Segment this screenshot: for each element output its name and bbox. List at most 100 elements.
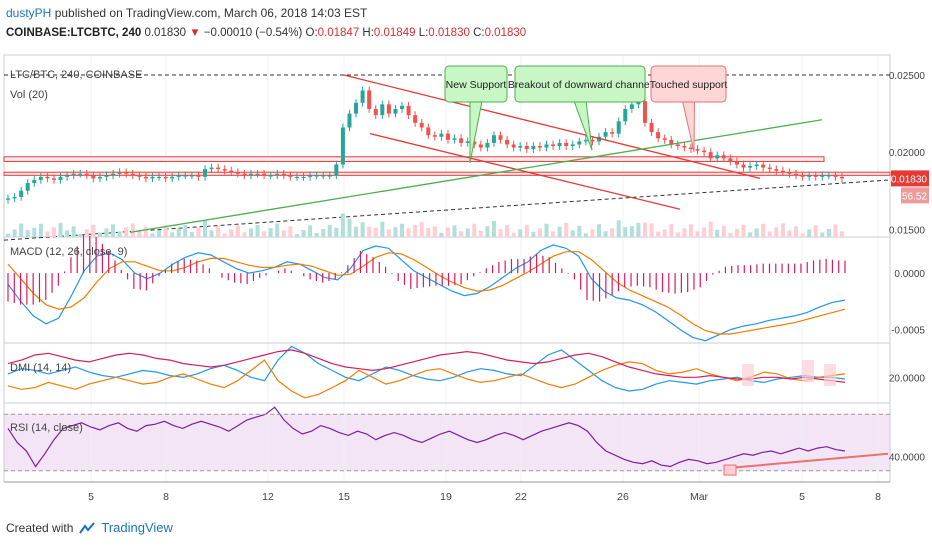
volume-bar (820, 232, 825, 237)
candle-body (498, 135, 503, 140)
volume-bar (577, 225, 582, 237)
candle-body (524, 146, 529, 150)
volume-tag-bg (901, 187, 929, 204)
open-label: O: (305, 27, 318, 39)
candle-body (807, 175, 812, 177)
candle-body (452, 138, 457, 140)
volume-bar (610, 228, 615, 237)
candle-body (189, 175, 194, 177)
rsi-band (4, 414, 890, 471)
volume-bar (117, 231, 122, 237)
volume-bar (216, 226, 221, 237)
candle-body (636, 101, 641, 105)
candle-body (629, 104, 634, 109)
volume-bar (813, 225, 818, 237)
volume-bar (203, 221, 208, 237)
candle-body (570, 144, 575, 146)
candle-body (97, 176, 102, 179)
highlight-box (742, 364, 754, 386)
down-arrow-icon: ▼ (189, 27, 201, 39)
support-zone (3, 171, 891, 176)
highlight-box (802, 360, 814, 382)
candle-body (688, 147, 693, 150)
candle-body (787, 172, 792, 174)
volume-bar (452, 225, 457, 237)
trend-dashed-line (3, 179, 891, 241)
tradingview-brand-link[interactable]: TradingView (101, 520, 173, 535)
candle-body (623, 108, 628, 122)
callout-box (514, 65, 646, 103)
x-tick-label: 5 (799, 491, 805, 503)
volume-bar (367, 226, 372, 237)
volume-bar (321, 229, 326, 237)
candle-body (695, 149, 700, 151)
volume-bar (58, 222, 63, 237)
volume-bar (780, 223, 785, 237)
volume-bar (91, 224, 96, 237)
price-tag-bg (891, 170, 929, 187)
candle-body (721, 155, 726, 159)
volume-bar (662, 229, 667, 237)
author-link[interactable]: dustyPH (6, 6, 52, 20)
candle-body (583, 139, 588, 142)
candle-body (327, 175, 332, 177)
volume-bar (721, 225, 726, 237)
symbol-quote-line: COINBASE:LTCBTC, 240 0.01830 ▼ −0.00010 … (6, 27, 526, 39)
volume-bar (314, 233, 319, 237)
candle-body (642, 101, 647, 123)
candle-body (702, 150, 707, 153)
channel-lower-line (369, 133, 681, 210)
volume-bar (196, 227, 201, 237)
candle-body (708, 152, 713, 159)
x-tick-label: Mar (690, 491, 709, 503)
candle-body (813, 175, 818, 177)
candle-body (340, 127, 345, 165)
callout-pointer (469, 100, 483, 164)
candle-body (354, 102, 359, 114)
candle-body (229, 170, 234, 173)
volume-bar (432, 226, 437, 237)
volume-bar (623, 227, 628, 237)
volume-bar (616, 220, 621, 237)
candle-body (314, 175, 319, 177)
volume-bar (544, 223, 549, 237)
volume-bar (25, 230, 30, 237)
candle-body (754, 164, 759, 167)
volume-bar (439, 232, 444, 237)
volume-bar (150, 233, 155, 237)
candle-body (19, 190, 24, 197)
volume-bar (807, 229, 812, 237)
x-tick-label: 5 (88, 491, 94, 503)
candle-body (367, 90, 372, 109)
volume-bar (19, 223, 24, 237)
volume-bar (386, 229, 391, 237)
candle-body (445, 133, 450, 140)
volume-bar (688, 224, 693, 237)
candle-body (163, 176, 168, 179)
volume-bar (583, 233, 588, 237)
candle-body (564, 142, 569, 146)
volume-bar (649, 223, 654, 237)
candle-body (426, 127, 431, 136)
volume-bar (65, 230, 70, 237)
candle-body (840, 176, 844, 179)
volume-bar (669, 224, 674, 237)
candle-body (58, 176, 63, 180)
candle-body (111, 173, 116, 176)
volume-bar (163, 225, 168, 237)
volume-bar (511, 232, 516, 237)
price-change: −0.00010 (−0.54%) (203, 27, 303, 39)
created-with-text: Created with (6, 520, 74, 535)
volume-bar (406, 228, 411, 237)
volume-bar (472, 223, 477, 237)
published-text: published on TradingView.com, March 06, … (54, 6, 368, 20)
x-tick-label: 19 (440, 491, 452, 503)
volume-bar (840, 231, 844, 237)
candle-body (767, 167, 772, 170)
volume-bar (347, 218, 352, 237)
rsi-pane-title: RSI (14, close) (10, 422, 83, 434)
volume-bar (275, 223, 280, 237)
volume-bar (170, 232, 175, 237)
volume-bar (636, 222, 641, 237)
